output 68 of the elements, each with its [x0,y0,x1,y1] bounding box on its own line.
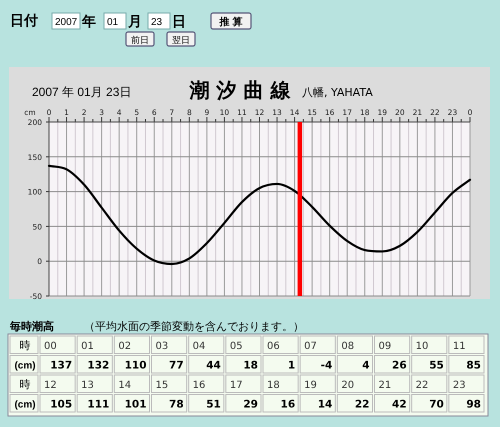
text: -4 [320,360,332,372]
text: 2007 年 01月 23日 [32,85,132,99]
text: 78 [169,398,184,410]
text: 時 [20,339,30,352]
text: (cm) [14,400,36,410]
text: 03 [156,341,168,352]
text: 132 [87,360,110,372]
text: 111 [87,398,110,410]
text: 26 [392,360,407,372]
text: 51 [206,398,221,410]
text: 12 [44,380,57,391]
text: 10 [416,341,428,352]
text: 44 [206,360,221,372]
text: 105 [50,398,72,410]
text: 18 [243,360,258,372]
text: 日 [172,13,186,29]
text: 日付 [10,12,38,28]
text: 14 [318,398,332,410]
text: 06 [267,341,280,352]
text: 04 [192,341,206,352]
text: 05 [230,341,243,352]
text: 13 [81,380,94,391]
text: 07 [304,341,317,352]
text: 01 [81,341,94,352]
text: 4 [362,360,370,372]
text: 29 [243,398,258,410]
text: 2007 [55,17,78,28]
text: 85 [466,360,481,372]
text: 月 [127,13,142,29]
text: 19 [304,380,317,391]
text: 17 [230,380,243,391]
text: 年 [81,13,96,29]
text: 23 [151,17,163,28]
text: 00 [44,341,57,352]
text: 11 [452,341,466,352]
text: 推 算 [218,16,242,28]
text: 101 [124,398,146,410]
text: 20 [341,380,354,391]
text: 42 [392,398,407,410]
text: 毎時潮高 [9,320,54,333]
text: 15 [156,380,168,391]
chart-title: 潮 汐 曲 線 [188,78,292,102]
text: 23 [452,380,466,391]
text: 01 [107,17,119,28]
text: 22 [354,398,370,410]
text: 08 [341,341,354,352]
text: 09 [378,341,392,352]
text: (cm) [14,360,36,372]
chart-subtitle: 八幡, YAHATA [302,86,374,99]
text: 翌日 [172,35,190,45]
text: 98 [466,398,481,410]
text: 77 [169,360,184,372]
text: 18 [267,380,280,391]
text: 16 [280,398,296,410]
text: 70 [429,398,444,410]
text: 02 [118,341,132,352]
text: 16 [192,380,206,391]
text: 22 [416,380,428,391]
text: （平均水面の季節変動を含んでおります。） [84,320,304,333]
text: 110 [124,360,146,372]
text: 14 [118,380,132,391]
line-series [48,164,472,266]
text: 55 [429,360,444,372]
text: 1 [288,360,296,372]
text: 21 [378,380,392,391]
text: 137 [50,360,72,372]
text: 時 [20,379,30,391]
text: 前日 [131,35,149,45]
